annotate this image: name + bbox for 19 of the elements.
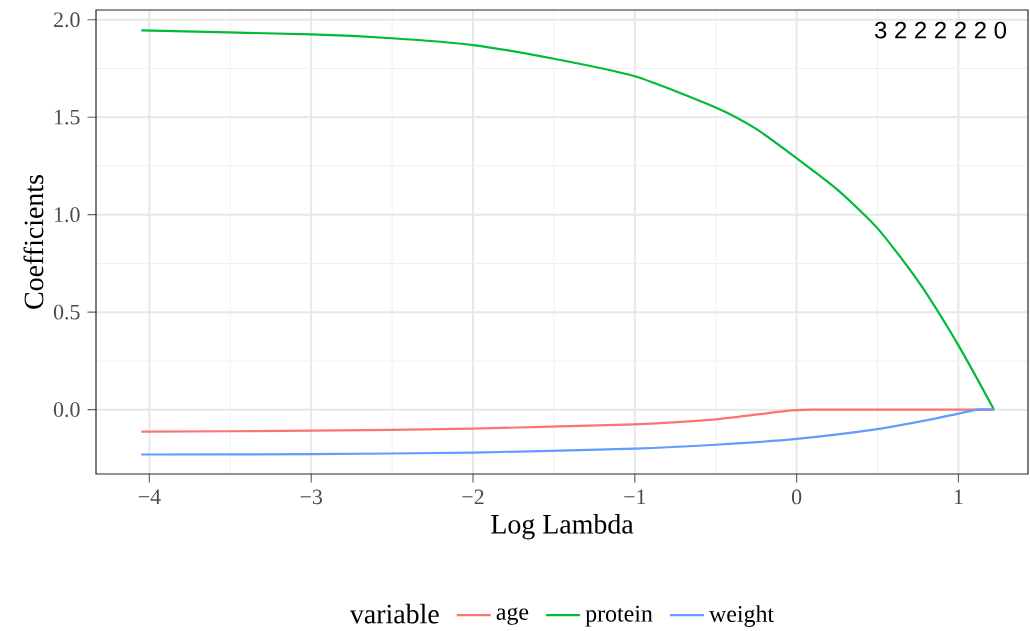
y-tick-label: 0.5	[53, 304, 80, 320]
y-tick-label: 1.5	[55, 109, 80, 125]
line-series	[140, 408, 996, 456]
y-tick-label: 0.0	[53, 402, 80, 418]
x-tick-label: −1	[624, 489, 646, 505]
x-tick-label: −4	[138, 489, 161, 504]
legend-title: variable	[349, 603, 439, 624]
y-tick-label: 2.0	[54, 12, 80, 28]
x-axis-title: Log Lambda	[491, 514, 634, 540]
y-tick-label: 1.0	[55, 207, 80, 223]
y-axis-title: Coefficients	[23, 175, 44, 309]
x-tick-label: 0	[791, 489, 802, 505]
x-tick-label: −3	[300, 489, 322, 505]
x-tick-label: 1	[954, 489, 963, 505]
x-tick-label: −2	[462, 489, 484, 505]
annotation: 3 2 2 2 2 2 0	[874, 21, 1007, 39]
legend-label: age	[496, 607, 529, 625]
legend-label: weight	[709, 605, 774, 628]
legend-label: protein	[585, 605, 653, 627]
